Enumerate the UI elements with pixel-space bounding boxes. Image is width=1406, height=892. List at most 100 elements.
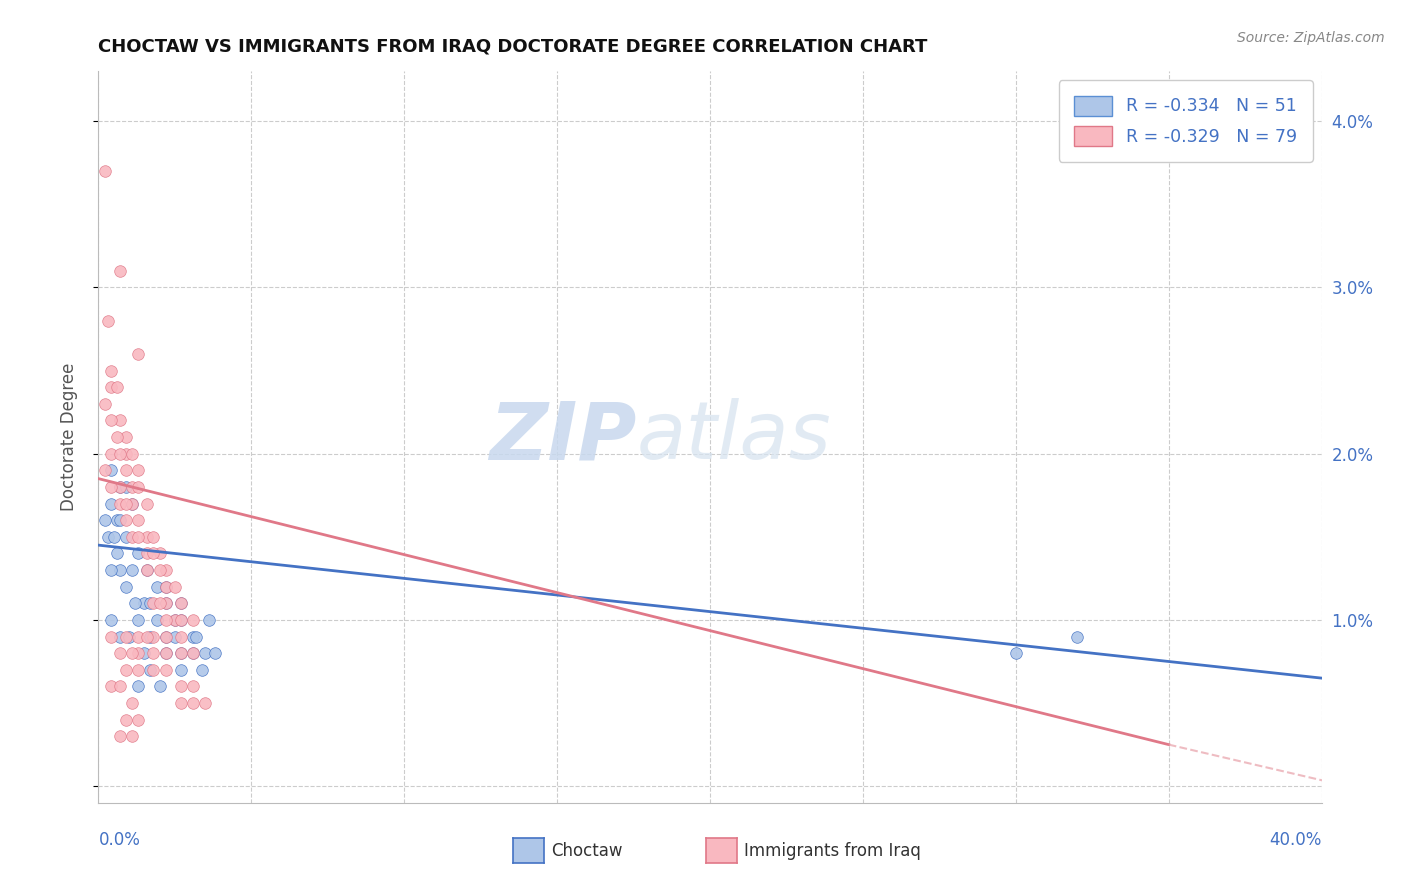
Legend: R = -0.334   N = 51, R = -0.329   N = 79: R = -0.334 N = 51, R = -0.329 N = 79 [1059, 80, 1313, 161]
Point [118, 630, 141, 644]
Point [1066, 630, 1088, 644]
Point [115, 430, 138, 444]
Point [155, 580, 177, 594]
Point [191, 663, 214, 677]
Point [115, 630, 138, 644]
Point [181, 646, 204, 660]
Text: Choctaw: Choctaw [551, 842, 623, 860]
Point [121, 563, 143, 577]
Point [155, 630, 177, 644]
Point [194, 696, 217, 710]
Point [170, 596, 193, 610]
Point [163, 613, 186, 627]
Point [136, 530, 159, 544]
Point [121, 646, 143, 660]
Point [103, 530, 125, 544]
Point [134, 646, 156, 660]
Point [139, 663, 162, 677]
Point [136, 630, 159, 644]
Point [121, 729, 143, 743]
Point [145, 613, 167, 627]
Point [100, 413, 122, 427]
Point [127, 480, 149, 494]
Point [194, 646, 217, 660]
Point [170, 663, 193, 677]
Point [139, 596, 162, 610]
Point [155, 630, 177, 644]
Point [197, 613, 219, 627]
Point [134, 596, 156, 610]
Point [181, 613, 204, 627]
Point [127, 713, 149, 727]
Point [93, 397, 115, 411]
Text: 0.0%: 0.0% [98, 831, 141, 849]
Point [136, 546, 159, 560]
Point [108, 413, 131, 427]
Point [105, 513, 128, 527]
Point [136, 563, 159, 577]
Point [115, 447, 138, 461]
Point [170, 613, 193, 627]
Point [155, 596, 177, 610]
Point [124, 596, 146, 610]
Point [139, 630, 162, 644]
Point [108, 646, 131, 660]
Point [127, 630, 149, 644]
Text: ZIP: ZIP [489, 398, 637, 476]
Point [108, 563, 131, 577]
Point [163, 613, 186, 627]
Point [121, 447, 143, 461]
Text: Immigrants from Iraq: Immigrants from Iraq [744, 842, 921, 860]
Point [108, 480, 131, 494]
Point [93, 463, 115, 477]
Point [127, 530, 149, 544]
Point [127, 513, 149, 527]
Point [186, 630, 208, 644]
Point [163, 580, 186, 594]
Point [93, 513, 115, 527]
Point [127, 613, 149, 627]
Point [170, 630, 193, 644]
Point [121, 497, 143, 511]
Point [155, 563, 177, 577]
Point [127, 463, 149, 477]
Point [105, 430, 128, 444]
Point [108, 264, 131, 278]
Point [121, 480, 143, 494]
Point [170, 696, 193, 710]
Point [100, 380, 122, 394]
Text: Source: ZipAtlas.com: Source: ZipAtlas.com [1237, 31, 1385, 45]
Point [155, 580, 177, 594]
Point [121, 497, 143, 511]
Point [170, 646, 193, 660]
Point [155, 646, 177, 660]
Point [108, 680, 131, 694]
Point [181, 646, 204, 660]
Point [97, 530, 120, 544]
Point [142, 630, 165, 644]
Point [127, 646, 149, 660]
Point [100, 447, 122, 461]
Point [136, 563, 159, 577]
Point [142, 646, 165, 660]
Point [121, 530, 143, 544]
Point [181, 630, 204, 644]
Point [121, 696, 143, 710]
Point [149, 546, 172, 560]
Text: atlas: atlas [637, 398, 831, 476]
Point [100, 363, 122, 377]
Point [100, 563, 122, 577]
Point [136, 497, 159, 511]
Point [100, 480, 122, 494]
Point [108, 513, 131, 527]
Point [155, 663, 177, 677]
Point [108, 497, 131, 511]
Point [155, 613, 177, 627]
Point [115, 513, 138, 527]
Point [170, 646, 193, 660]
Point [142, 530, 165, 544]
Point [204, 646, 226, 660]
Point [142, 596, 165, 610]
Point [108, 630, 131, 644]
Point [163, 630, 186, 644]
